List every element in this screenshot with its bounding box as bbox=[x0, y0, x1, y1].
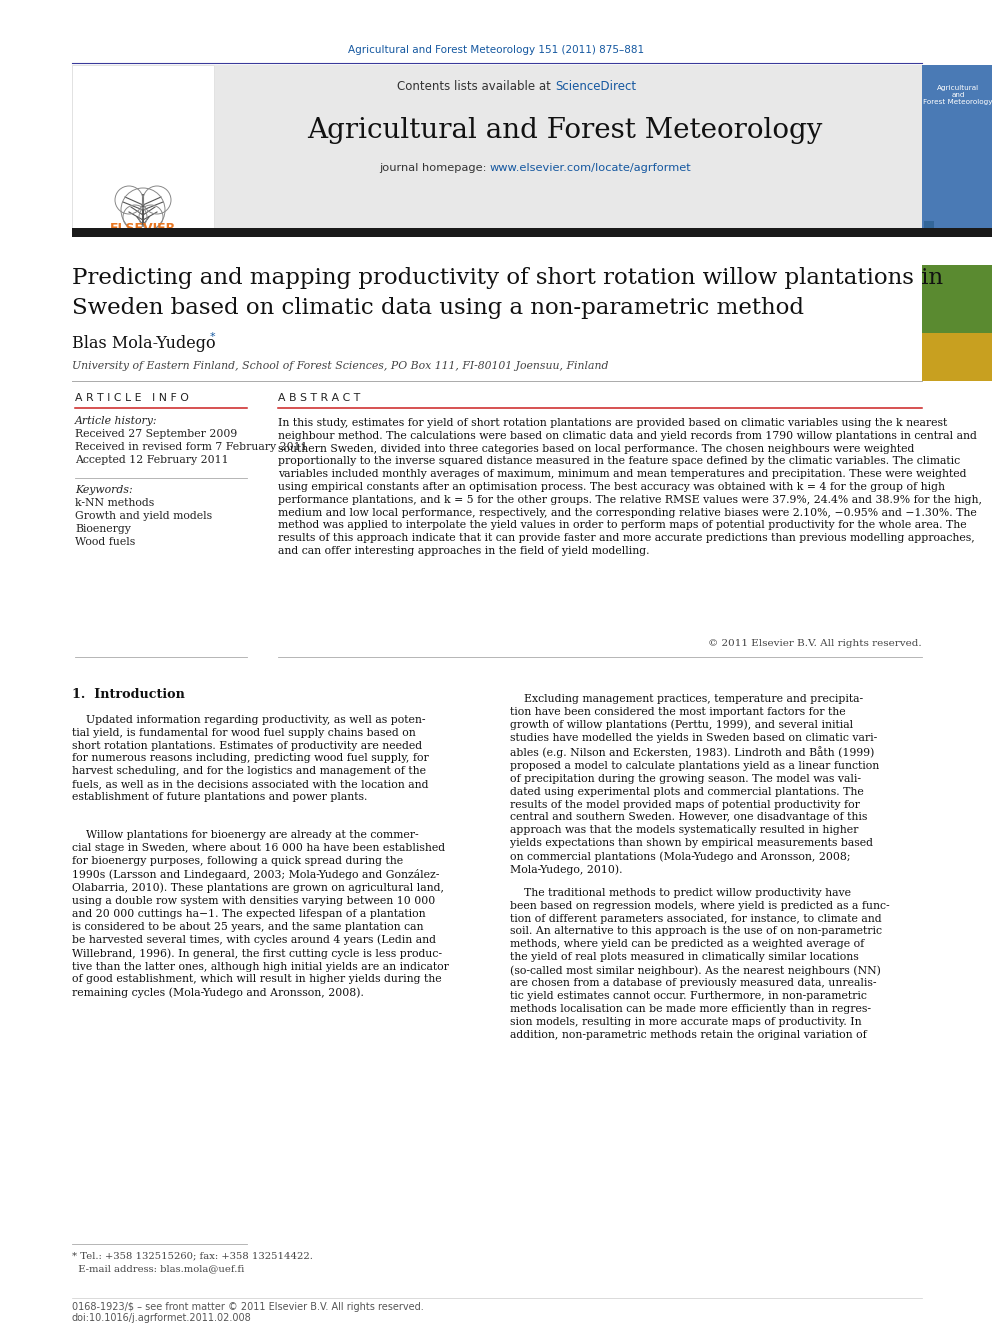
Text: ELSEVIER: ELSEVIER bbox=[110, 221, 177, 234]
Bar bbox=[72, 228, 992, 237]
Text: Article history:: Article history: bbox=[75, 415, 158, 426]
Text: * Tel.: +358 132515260; fax: +358 132514422.: * Tel.: +358 132515260; fax: +358 132514… bbox=[72, 1252, 312, 1261]
Bar bbox=[922, 265, 992, 333]
Text: Sweden based on climatic data using a non-parametric method: Sweden based on climatic data using a no… bbox=[72, 296, 804, 319]
Text: *: * bbox=[210, 332, 215, 343]
Text: 1.  Introduction: 1. Introduction bbox=[72, 688, 185, 700]
Text: Received in revised form 7 February 2011: Received in revised form 7 February 2011 bbox=[75, 442, 308, 452]
Text: k-NN methods: k-NN methods bbox=[75, 497, 154, 508]
Text: © 2011 Elsevier B.V. All rights reserved.: © 2011 Elsevier B.V. All rights reserved… bbox=[708, 639, 922, 647]
Text: Agricultural
and
Forest Meteorology: Agricultural and Forest Meteorology bbox=[924, 85, 992, 105]
Text: Bioenergy: Bioenergy bbox=[75, 524, 131, 534]
Text: www.elsevier.com/locate/agrformet: www.elsevier.com/locate/agrformet bbox=[490, 163, 691, 173]
Text: Agricultural and Forest Meteorology: Agricultural and Forest Meteorology bbox=[308, 116, 822, 143]
Bar bbox=[924, 221, 934, 235]
Text: doi:10.1016/j.agrformet.2011.02.008: doi:10.1016/j.agrformet.2011.02.008 bbox=[72, 1312, 252, 1323]
Text: Wood fuels: Wood fuels bbox=[75, 537, 135, 546]
Text: Blas Mola-Yudego: Blas Mola-Yudego bbox=[72, 336, 215, 352]
Text: The traditional methods to predict willow productivity have
been based on regres: The traditional methods to predict willo… bbox=[510, 888, 890, 1040]
Text: Updated information regarding productivity, as well as poten-
tial yield, is fun: Updated information regarding productivi… bbox=[72, 714, 429, 802]
Text: A B S T R A C T: A B S T R A C T bbox=[278, 393, 360, 404]
Text: Predicting and mapping productivity of short rotation willow plantations in: Predicting and mapping productivity of s… bbox=[72, 267, 943, 288]
Text: 0168-1923/$ – see front matter © 2011 Elsevier B.V. All rights reserved.: 0168-1923/$ – see front matter © 2011 El… bbox=[72, 1302, 424, 1312]
Bar bbox=[215, 65, 922, 233]
Text: In this study, estimates for yield of short rotation plantations are provided ba: In this study, estimates for yield of sh… bbox=[278, 418, 982, 556]
Text: A R T I C L E   I N F O: A R T I C L E I N F O bbox=[75, 393, 188, 404]
Text: Willow plantations for bioenergy are already at the commer-
cial stage in Sweden: Willow plantations for bioenergy are alr… bbox=[72, 830, 448, 998]
Text: journal homepage:: journal homepage: bbox=[379, 163, 490, 173]
Text: Accepted 12 February 2011: Accepted 12 February 2011 bbox=[75, 455, 228, 464]
Text: ScienceDirect: ScienceDirect bbox=[555, 81, 636, 94]
Text: Growth and yield models: Growth and yield models bbox=[75, 511, 212, 521]
Text: Contents lists available at: Contents lists available at bbox=[398, 81, 555, 94]
Bar bbox=[72, 65, 214, 233]
Bar bbox=[922, 333, 992, 381]
Text: Excluding management practices, temperature and precipita-
tion have been consid: Excluding management practices, temperat… bbox=[510, 695, 879, 875]
Text: Agricultural and Forest Meteorology 151 (2011) 875–881: Agricultural and Forest Meteorology 151 … bbox=[348, 45, 644, 56]
Bar bbox=[922, 65, 992, 233]
Text: Keywords:: Keywords: bbox=[75, 486, 133, 495]
Text: Received 27 September 2009: Received 27 September 2009 bbox=[75, 429, 237, 439]
Text: University of Eastern Finland, School of Forest Sciences, PO Box 111, FI-80101 J: University of Eastern Finland, School of… bbox=[72, 361, 608, 370]
Text: E-mail address: blas.mola@uef.fi: E-mail address: blas.mola@uef.fi bbox=[72, 1265, 244, 1274]
